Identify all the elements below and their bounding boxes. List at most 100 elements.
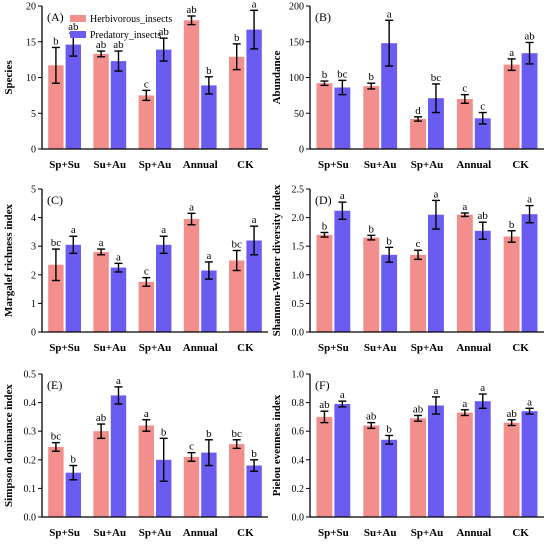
- significance-label: ab: [96, 412, 107, 424]
- error-bar: [51, 46, 60, 84]
- y-tick-label: 20: [26, 2, 36, 13]
- legend-label-herbivorous: Herbivorous_insects: [90, 14, 172, 25]
- y-tick-label: 0.0: [292, 513, 305, 524]
- error-bar: [320, 80, 329, 87]
- bar-herbivorous-4: [503, 236, 520, 332]
- x-category-label: Annual: [183, 159, 218, 171]
- error-bar: [414, 116, 423, 122]
- bar-herbivorous-2: [138, 281, 154, 332]
- error-bar: [250, 225, 259, 256]
- error-bar: [460, 409, 469, 417]
- significance-label: b: [251, 448, 257, 460]
- y-tick-label: 2.0: [292, 213, 305, 224]
- significance-label: a: [189, 201, 194, 213]
- significance-label: a: [462, 201, 467, 213]
- y-tick-label: 3: [31, 242, 36, 253]
- significance-label: a: [434, 385, 439, 397]
- error-bar: [478, 111, 487, 125]
- x-category-label: Sp+Su: [318, 342, 349, 354]
- bar-herbivorous-1: [93, 251, 109, 332]
- bar-herbivorous-4: [503, 422, 520, 517]
- significance-label: a: [71, 224, 76, 236]
- y-tick-label: 0: [299, 145, 304, 156]
- significance-label: b: [509, 219, 515, 231]
- significance-label: a: [144, 408, 149, 420]
- significance-label: c: [480, 101, 485, 113]
- bar-predatory-4: [246, 29, 262, 150]
- error-bar: [431, 83, 440, 114]
- bar-herbivorous-0: [316, 234, 333, 332]
- significance-label: ab: [186, 4, 197, 16]
- bar-herbivorous-0: [316, 83, 333, 149]
- bar-herbivorous-3: [456, 99, 473, 149]
- significance-label: a: [462, 398, 467, 410]
- panel-1: b b d c a bc a bc c ab 0 50 100 150 200 Sp+Su Su+Au Sp+Au…: [271, 2, 544, 171]
- bar-herbivorous-3: [456, 412, 473, 517]
- y-tick-label: 2.5: [292, 185, 305, 196]
- y-axis-title: Pielou evenness index: [271, 394, 283, 496]
- bar-predatory-4: [246, 240, 262, 332]
- bar-herbivorous-4: [503, 64, 520, 149]
- significance-label: b: [234, 32, 240, 44]
- bar-herbivorous-2: [410, 418, 426, 517]
- error-bar: [338, 400, 347, 408]
- error-bar: [367, 234, 376, 241]
- error-bar: [69, 235, 78, 255]
- error-bar: [320, 231, 329, 238]
- bar-predatory-3: [201, 270, 217, 332]
- significance-label: a: [340, 389, 345, 401]
- panel-label: (A): [47, 10, 64, 24]
- significance-label: b: [322, 221, 328, 233]
- significance-label: c: [462, 83, 467, 95]
- error-bar: [114, 262, 123, 273]
- y-tick-label: 0.2: [292, 484, 305, 495]
- bar-predatory-4: [521, 214, 538, 332]
- bar-predatory-4: [521, 53, 538, 150]
- y-axis-title: Shannon-Wiener diversity index: [271, 184, 283, 336]
- x-category-label: Sp+Au: [139, 527, 172, 539]
- significance-label: a: [527, 194, 532, 206]
- significance-label: b: [53, 36, 59, 48]
- y-tick-label: 10: [26, 73, 36, 84]
- bar-herbivorous-4: [229, 260, 245, 332]
- x-category-label: Sp+Su: [318, 159, 349, 171]
- bar-herbivorous-3: [183, 20, 200, 149]
- error-bar: [187, 451, 196, 462]
- significance-label: d: [415, 105, 421, 117]
- y-axis-title: Margalef richness index: [3, 203, 15, 317]
- legend-swatch-predatory: [70, 31, 86, 38]
- significance-label: a: [161, 224, 166, 236]
- error-bar: [51, 248, 60, 282]
- error-bar: [507, 419, 516, 427]
- bar-herbivorous-3: [456, 214, 473, 332]
- bar-predatory-3: [474, 230, 491, 332]
- significance-label: a: [340, 190, 345, 202]
- y-tick-label: 50: [294, 109, 304, 120]
- error-bar: [97, 248, 106, 256]
- error-bar: [232, 249, 241, 272]
- significance-label: b: [206, 428, 212, 440]
- bar-predatory-3: [201, 452, 217, 517]
- significance-label: bc: [337, 68, 348, 80]
- x-category-label: CK: [512, 159, 529, 171]
- bar-herbivorous-4: [229, 56, 245, 149]
- error-bar: [159, 235, 168, 255]
- error-bar: [414, 414, 423, 422]
- bar-herbivorous-4: [229, 444, 245, 517]
- bar-herbivorous-1: [363, 86, 380, 149]
- significance-label: c: [416, 238, 421, 250]
- bar-herbivorous-3: [183, 219, 200, 332]
- legend-label-predatory: Predatory_insects: [90, 30, 161, 41]
- significance-label: c: [144, 266, 149, 278]
- y-tick-label: 0.2: [24, 455, 37, 466]
- y-tick-label: 0.4: [24, 398, 37, 409]
- error-bar: [367, 421, 376, 430]
- error-bar: [187, 15, 196, 26]
- bar-predatory-3: [474, 118, 491, 149]
- y-tick-label: 150: [289, 37, 304, 48]
- error-bar: [69, 464, 78, 481]
